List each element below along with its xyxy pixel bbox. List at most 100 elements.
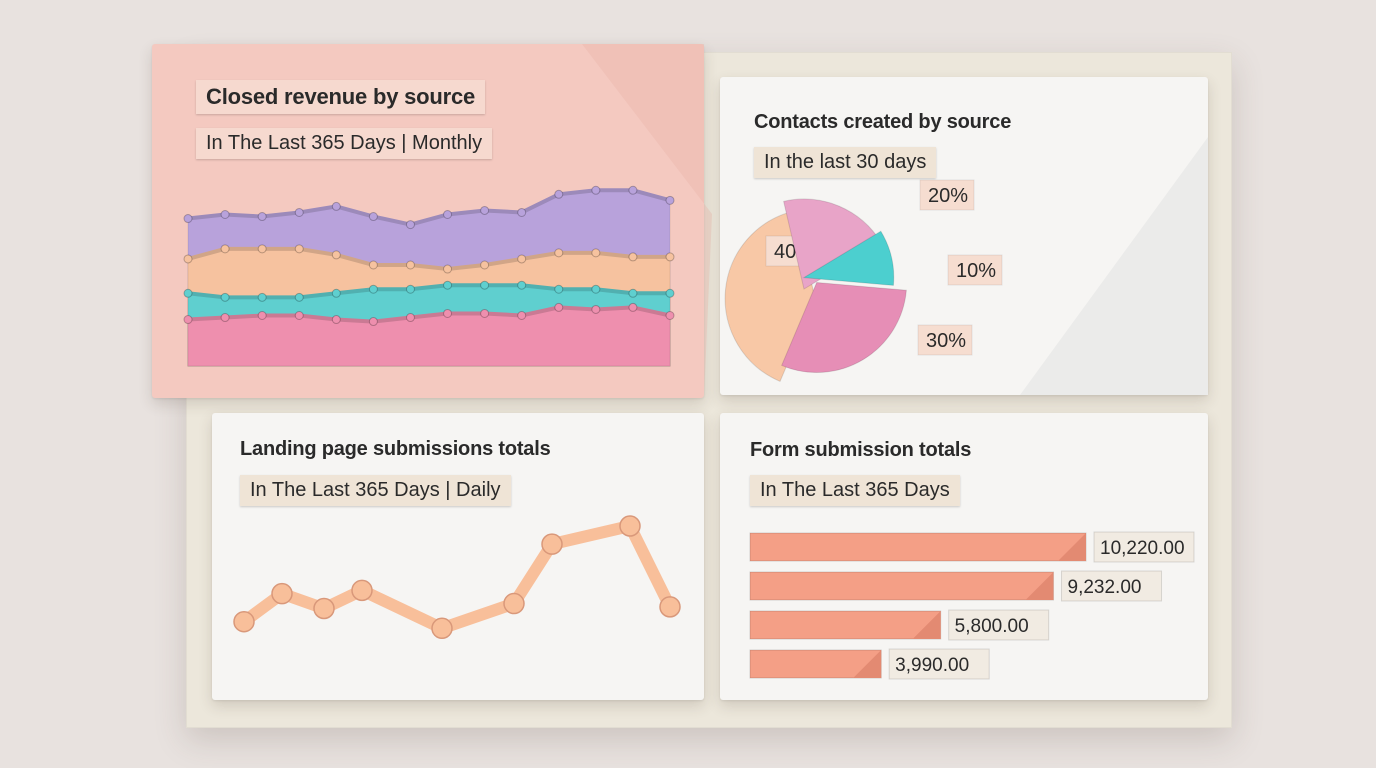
area-series-1-point xyxy=(183,214,193,224)
contacts-pie-chart: 40%20%10%30% xyxy=(724,179,1003,383)
form-bar-label-bg-1 xyxy=(1093,531,1195,563)
area-series-4-point xyxy=(628,302,638,312)
area-series-3-point xyxy=(183,288,193,298)
area-series-4-point xyxy=(405,313,415,323)
area-series-2-point xyxy=(257,244,267,254)
area-series-1-point xyxy=(480,205,490,215)
area-series-4-point xyxy=(220,313,230,323)
pie-slice-3 xyxy=(802,230,895,286)
area-series-4-point xyxy=(294,311,304,320)
area-series-2-point xyxy=(591,248,601,258)
area-series-4-point xyxy=(554,302,564,312)
closed-revenue-chart xyxy=(183,44,712,398)
form-bar-label-bg-4 xyxy=(888,648,990,680)
area-series-4-point xyxy=(517,311,527,320)
landing-point xyxy=(619,515,641,537)
area-series-4-point xyxy=(591,304,601,314)
area-series-1-point xyxy=(331,201,341,211)
landing-point xyxy=(313,597,335,620)
area-series-3-point xyxy=(517,280,527,290)
area-series-1-point xyxy=(443,210,453,219)
form-bar-1 xyxy=(749,532,1087,562)
area-series-4-point xyxy=(257,311,267,320)
closed-revenue-subtitle: In The Last 365 Days | Monthly xyxy=(196,128,493,159)
landing-series-line xyxy=(238,520,676,635)
form-bar-2 xyxy=(749,571,1055,601)
area-series-2-line xyxy=(187,246,670,272)
pie-label-2: 20% xyxy=(928,185,968,207)
landing-point xyxy=(503,592,525,615)
landing-subtitle: In The Last 365 Days | Daily xyxy=(240,475,511,506)
landing-point xyxy=(431,617,453,640)
form-bar-label-bg-3 xyxy=(948,609,1050,641)
contacts-title: Contacts created by source xyxy=(754,111,1012,133)
area-series-4-point xyxy=(443,308,453,318)
area-series-4-line xyxy=(187,305,671,324)
landing-point xyxy=(351,579,373,602)
area-series-1-line xyxy=(187,188,671,227)
area-series-4-point xyxy=(331,315,341,325)
pie-label-bg-2 xyxy=(919,179,975,211)
area-series-3-point xyxy=(628,288,638,298)
area-series-1-point xyxy=(591,185,601,195)
area-series-2-point xyxy=(665,252,675,262)
landing-point xyxy=(541,533,563,555)
area-series-3-point xyxy=(405,284,415,294)
area-series-1-point xyxy=(294,207,304,217)
area-series-1-point xyxy=(517,207,527,217)
pie-label-3: 10% xyxy=(956,260,996,282)
form-bar-fold-3 xyxy=(912,611,941,639)
area-series-2-point xyxy=(183,254,193,264)
contacts-card-fold xyxy=(1020,137,1208,395)
area-series-3-point xyxy=(294,292,304,302)
area-series-4-point xyxy=(480,308,490,318)
form-bar-label-3: 5,800.00 xyxy=(955,616,1029,637)
closed-revenue-card[interactable]: Closed revenue by source In The Last 365… xyxy=(152,44,712,398)
area-series-3-point xyxy=(554,284,564,294)
area-series-2-point xyxy=(517,254,527,264)
area-series-2-point xyxy=(628,252,638,262)
landing-point xyxy=(233,610,255,633)
form-bar-fold-4 xyxy=(853,650,882,678)
pie-label-bg-4 xyxy=(917,324,973,356)
area-series-3-point xyxy=(591,284,601,294)
form-bar-label-4: 3,990.00 xyxy=(895,655,969,676)
landing-point xyxy=(659,596,681,618)
area-series-2-point xyxy=(554,248,564,258)
form-bar-label-1: 10,220.00 xyxy=(1100,538,1185,559)
landing-line-chart xyxy=(233,515,681,640)
area-series-1-point xyxy=(554,189,564,199)
contacts-created-card[interactable]: Contacts created by source In the last 3… xyxy=(720,77,1208,395)
landing-title: Landing page submissions totals xyxy=(240,438,551,460)
area-series-3-point xyxy=(368,284,378,294)
area-series-3-point xyxy=(257,292,267,302)
area-series-4-point xyxy=(183,315,193,325)
area-series-1-point xyxy=(628,185,638,195)
contacts-subtitle: In the last 30 days xyxy=(754,147,937,178)
form-bar-fold-1 xyxy=(1058,533,1086,561)
pie-label-4: 30% xyxy=(926,330,966,352)
area-series-3-line xyxy=(187,283,670,300)
area-series-1-point xyxy=(368,212,378,222)
pie-label-bg-3 xyxy=(947,254,1003,286)
area-series-2-point xyxy=(405,260,415,270)
area-series-1-point xyxy=(257,212,267,222)
area-series-1-point xyxy=(405,220,415,230)
area-series-2-point xyxy=(331,250,341,260)
form-bar-label-2: 9,232.00 xyxy=(1068,577,1142,598)
pie-slice-4 xyxy=(780,281,907,373)
area-series-3-point xyxy=(480,280,490,290)
form-submissions-card[interactable]: Form submission totals In The Last 365 D… xyxy=(720,413,1208,700)
area-series-3-point xyxy=(331,288,341,298)
form-bar-3 xyxy=(749,610,942,640)
forms-title: Form submission totals xyxy=(750,439,972,461)
area-series-1-point xyxy=(220,210,230,219)
area-series-2-point xyxy=(480,260,490,270)
area-series-2-point xyxy=(443,264,453,274)
page-fold-shade xyxy=(1020,137,1208,395)
area-series-2-point xyxy=(294,244,304,254)
form-bar-fold-2 xyxy=(1025,572,1054,600)
area-series-3-point xyxy=(220,292,230,302)
landing-page-card[interactable]: Landing page submissions totals In The L… xyxy=(212,413,704,700)
form-bar-chart: 10,220.00 9,232.00 5,800.00 3,990.00 xyxy=(749,531,1195,680)
